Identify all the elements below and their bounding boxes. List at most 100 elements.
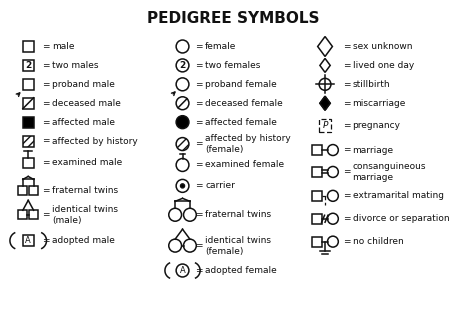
Text: carrier: carrier <box>205 181 235 190</box>
Text: identical twins
(female): identical twins (female) <box>205 236 271 256</box>
Bar <box>23 60 34 71</box>
Bar <box>23 235 34 246</box>
Text: extramarital mating: extramarital mating <box>353 191 444 200</box>
Bar <box>23 41 34 52</box>
Circle shape <box>319 78 331 90</box>
Text: fraternal twins: fraternal twins <box>52 186 118 195</box>
Text: =: = <box>343 214 350 223</box>
Circle shape <box>328 145 338 156</box>
Text: =: = <box>42 99 50 108</box>
Circle shape <box>176 158 189 171</box>
Circle shape <box>176 40 189 53</box>
Text: marriage: marriage <box>353 146 394 155</box>
Text: affected female: affected female <box>205 118 277 127</box>
Bar <box>29 186 38 195</box>
Text: examined male: examined male <box>52 158 122 168</box>
Text: deceased female: deceased female <box>205 99 283 108</box>
Circle shape <box>176 179 189 192</box>
Circle shape <box>328 236 338 247</box>
Text: consanguineous
marriage: consanguineous marriage <box>353 162 426 182</box>
Text: =: = <box>195 99 203 108</box>
Circle shape <box>328 190 338 201</box>
Bar <box>18 186 27 195</box>
Text: =: = <box>343 191 350 200</box>
Text: =: = <box>195 161 203 169</box>
Text: =: = <box>42 118 50 127</box>
Circle shape <box>176 116 189 129</box>
Text: =: = <box>343 80 350 89</box>
Circle shape <box>181 184 184 188</box>
Text: =: = <box>195 42 203 51</box>
Text: =: = <box>195 210 203 219</box>
Bar <box>319 119 331 132</box>
Text: =: = <box>195 61 203 70</box>
Bar <box>312 167 322 177</box>
Text: =: = <box>42 42 50 51</box>
Text: =: = <box>42 61 50 70</box>
Text: no children: no children <box>353 237 403 246</box>
Text: =: = <box>343 121 350 130</box>
Text: stillbirth: stillbirth <box>353 80 390 89</box>
Text: =: = <box>343 42 350 51</box>
Bar <box>23 135 34 147</box>
Text: =: = <box>42 236 50 245</box>
Text: =: = <box>195 266 203 275</box>
Text: =: = <box>195 140 203 149</box>
Text: =: = <box>343 61 350 70</box>
Bar <box>23 79 34 90</box>
Text: =: = <box>343 168 350 176</box>
Text: P: P <box>322 121 328 130</box>
Text: =: = <box>195 181 203 190</box>
Text: =: = <box>343 99 350 108</box>
Circle shape <box>176 97 189 110</box>
Text: affected by history: affected by history <box>52 136 137 146</box>
Circle shape <box>176 264 189 277</box>
Text: affected male: affected male <box>52 118 115 127</box>
Bar <box>312 191 322 201</box>
Bar <box>312 145 322 155</box>
Text: =: = <box>42 158 50 168</box>
Text: =: = <box>343 237 350 246</box>
Bar <box>312 214 322 224</box>
Bar <box>18 210 27 219</box>
Text: =: = <box>195 241 203 250</box>
Bar <box>23 98 34 109</box>
Circle shape <box>169 239 182 252</box>
Text: divorce or separation: divorce or separation <box>353 214 449 223</box>
Text: affected by history
(female): affected by history (female) <box>205 134 291 154</box>
Text: A: A <box>180 266 185 275</box>
Polygon shape <box>320 96 330 110</box>
Circle shape <box>183 239 196 252</box>
Text: =: = <box>42 136 50 146</box>
Text: proband female: proband female <box>205 80 277 89</box>
Text: =: = <box>42 186 50 195</box>
Bar <box>312 237 322 247</box>
Text: identical twins
(male): identical twins (male) <box>52 205 118 225</box>
Text: PEDIGREE SYMBOLS: PEDIGREE SYMBOLS <box>147 10 320 26</box>
Text: pregnancy: pregnancy <box>353 121 401 130</box>
Text: =: = <box>42 80 50 89</box>
Circle shape <box>176 78 189 91</box>
Circle shape <box>183 208 196 221</box>
Circle shape <box>169 208 182 221</box>
Circle shape <box>176 59 189 72</box>
Circle shape <box>328 166 338 177</box>
Text: deceased male: deceased male <box>52 99 121 108</box>
Text: =: = <box>42 210 50 219</box>
Text: =: = <box>195 118 203 127</box>
Text: adopted male: adopted male <box>52 236 115 245</box>
Text: two females: two females <box>205 61 261 70</box>
Text: fraternal twins: fraternal twins <box>205 210 271 219</box>
Bar <box>29 210 38 219</box>
Text: lived one day: lived one day <box>353 61 414 70</box>
Text: A: A <box>25 236 31 245</box>
Text: male: male <box>52 42 74 51</box>
Bar <box>23 157 34 169</box>
Text: proband male: proband male <box>52 80 115 89</box>
Text: =: = <box>195 80 203 89</box>
Text: examined female: examined female <box>205 161 284 169</box>
Circle shape <box>328 213 338 224</box>
Text: two males: two males <box>52 61 98 70</box>
Text: adopted female: adopted female <box>205 266 277 275</box>
Bar <box>23 117 34 128</box>
